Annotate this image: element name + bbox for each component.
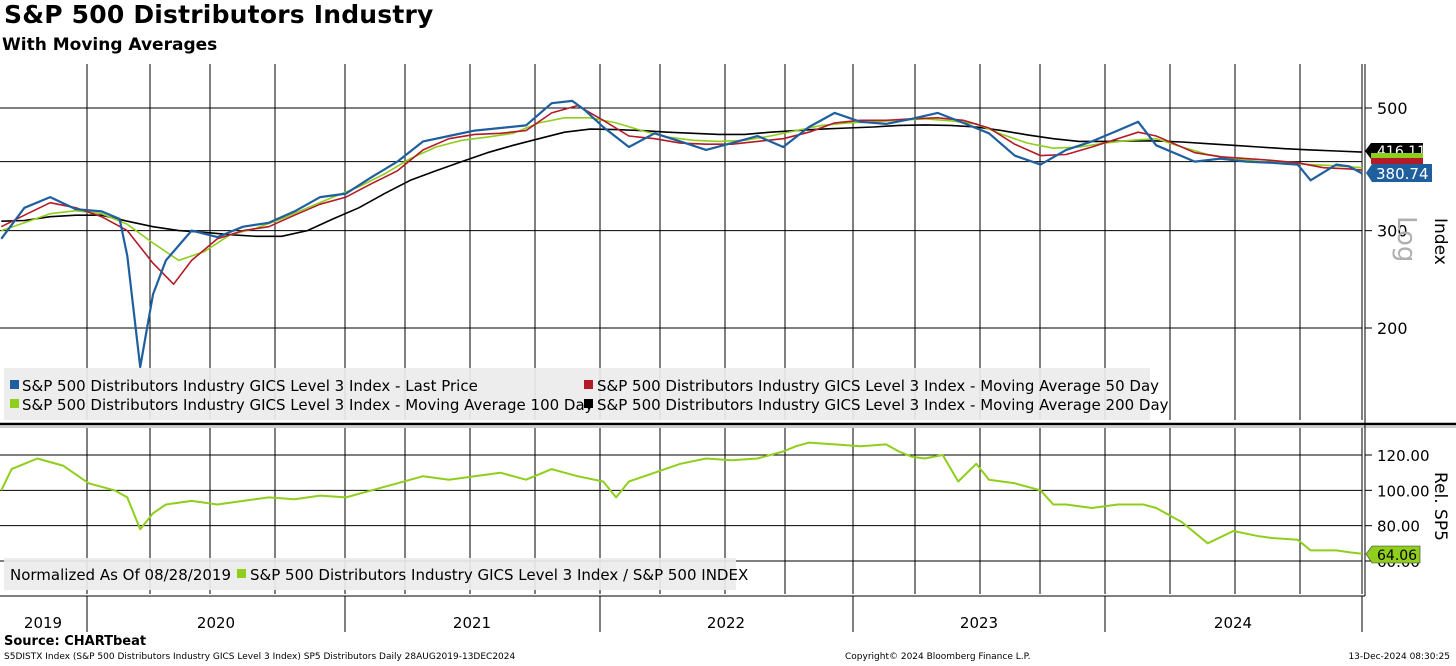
- top-legend-background: [4, 368, 1150, 420]
- top-series-ma50: [0, 104, 1363, 285]
- x-tick-label-2024: 2024: [1214, 614, 1252, 632]
- bottom-series-relative: [0, 441, 1363, 555]
- tag-ma50-stripe: [1371, 158, 1423, 164]
- log-scale-label: Log: [1391, 216, 1421, 262]
- tag-last-price-shape: [1366, 164, 1432, 182]
- legend-label-last-price: S&P 500 Distributors Industry GICS Level…: [22, 377, 478, 395]
- tag-relative-value: 64.06: [1365, 545, 1421, 564]
- footer-description: S5DISTX Index (S&P 500 Distributors Indu…: [4, 652, 516, 662]
- footer-copyright: Copyright© 2024 Bloomberg Finance L.P.: [845, 652, 1031, 662]
- x-tick-label-2021: 2021: [453, 614, 491, 632]
- chart-subtitle: With Moving Averages: [2, 35, 218, 55]
- tag-last-price-text: 380.74: [1376, 165, 1429, 183]
- x-tick-label-2020: 2020: [197, 614, 235, 632]
- legend-swatch-relative: [237, 569, 246, 578]
- legend-swatch-ma200: [584, 399, 593, 408]
- bottom-legend: Normalized As Of 08/28/2019 S&P 500 Dist…: [4, 558, 748, 590]
- legend-swatch-ma50: [584, 380, 593, 389]
- tag-relative-shape: [1365, 545, 1421, 564]
- legend-label-ma200: S&P 500 Distributors Industry GICS Level…: [597, 396, 1169, 414]
- bottom-legend-background: [4, 558, 736, 590]
- bottom-y-tick-label: 100.00: [1377, 482, 1430, 500]
- top-y-tick-label: 200: [1377, 319, 1408, 338]
- top-y-tick-label: 300: [1377, 222, 1408, 241]
- legend-label-relative: S&P 500 Distributors Industry GICS Level…: [250, 566, 748, 584]
- legend-normalized-label: Normalized As Of 08/28/2019: [10, 566, 231, 584]
- top-y-tick-label: 500: [1377, 99, 1408, 118]
- x-tick-label-2023: 2023: [960, 614, 998, 632]
- tag-relative-text: 64.06: [1377, 548, 1417, 564]
- x-tick-label-2022: 2022: [707, 614, 745, 632]
- legend-swatch-last-price: [10, 380, 19, 389]
- legend-label-ma50: S&P 500 Distributors Industry GICS Level…: [597, 377, 1159, 395]
- bottom-axis-title: Rel. SP5: [1430, 472, 1450, 541]
- x-tick-label-2019: 2019: [24, 614, 62, 632]
- top-legend: S&P 500 Distributors Industry GICS Level…: [4, 368, 1169, 420]
- footer-timestamp: 13-Dec-2024 08:30:25: [1348, 652, 1450, 662]
- legend-label-ma100: S&P 500 Distributors Industry GICS Level…: [22, 396, 594, 414]
- tag-last-price-value: 380.74: [1366, 164, 1432, 183]
- top-axis-title: Index: [1430, 218, 1450, 265]
- chart-title: S&P 500 Distributors Industry: [4, 0, 434, 29]
- tag-ma100-stripe: [1371, 153, 1423, 158]
- source-label: Source: CHARTbeat: [4, 634, 147, 649]
- top-series-last_price: [0, 99, 1363, 369]
- bottom-y-tick-label: 80.00: [1377, 518, 1420, 536]
- bottom-y-tick-label: 120.00: [1377, 447, 1430, 465]
- legend-swatch-ma100: [10, 399, 19, 408]
- top-series-ma100: [1, 117, 1363, 262]
